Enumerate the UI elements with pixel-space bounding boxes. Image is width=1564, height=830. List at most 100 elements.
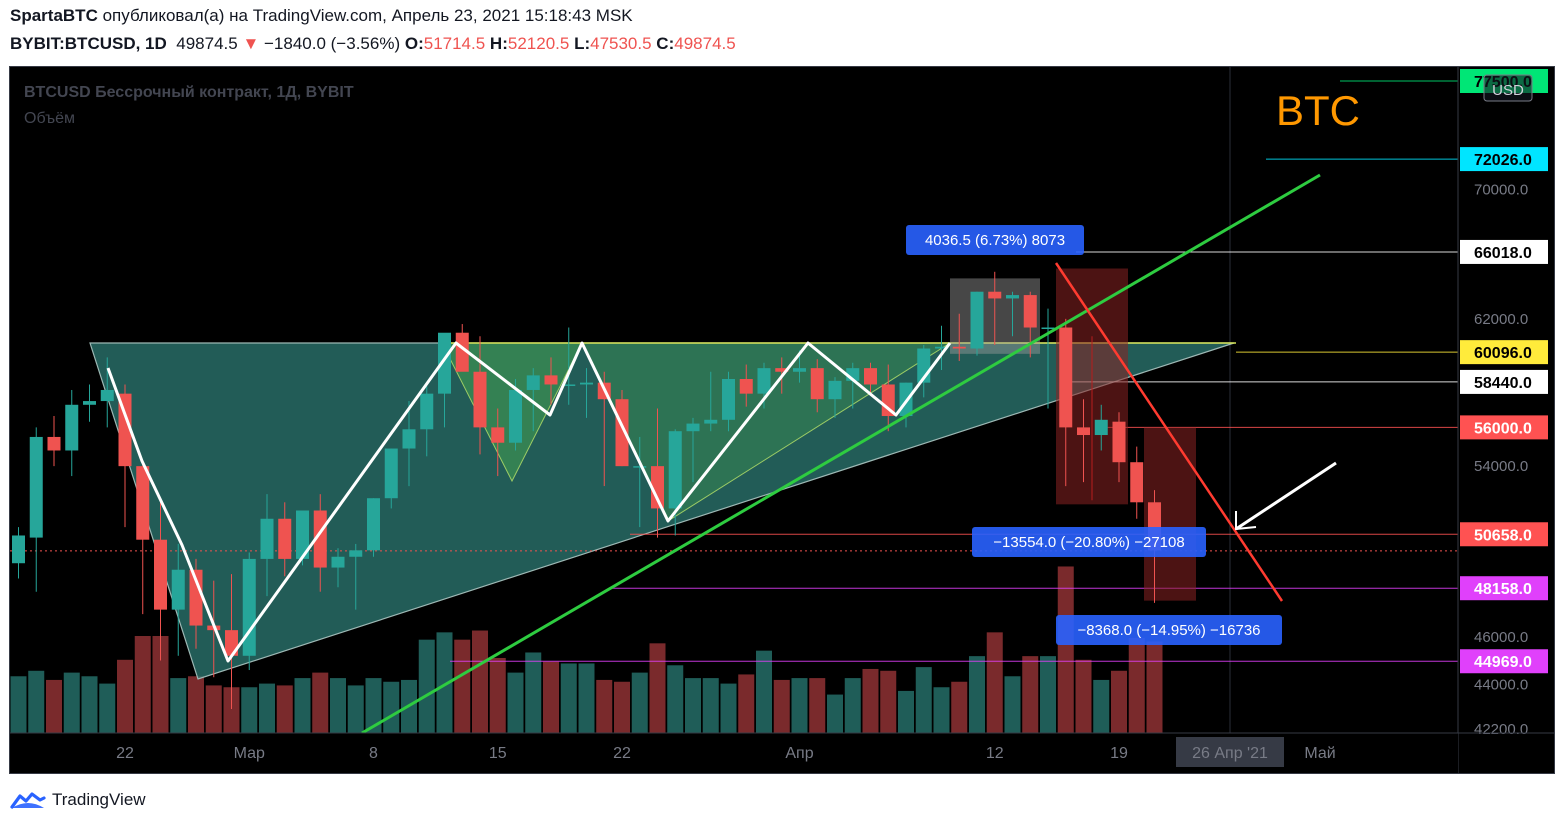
candle-body (633, 466, 647, 468)
volume-bar (898, 690, 914, 733)
candle-body (154, 539, 167, 610)
candle-body (810, 368, 824, 400)
measure-label-bg (906, 225, 1084, 255)
candle-body (1112, 421, 1126, 463)
volume-bar (117, 659, 133, 733)
footer: TradingView (10, 790, 146, 810)
annotation-btc: BTC (1276, 87, 1360, 134)
candle-body (1059, 327, 1073, 428)
price-label-text: 44969.0 (1474, 654, 1532, 671)
volume-bar (152, 636, 169, 733)
low-value: 47530.5 (590, 34, 652, 53)
volume-bar (969, 656, 985, 733)
volume-layer (10, 566, 1163, 733)
candle-body (12, 535, 25, 564)
x-tick-label: 22 (613, 745, 631, 762)
candle-body (952, 346, 966, 349)
high-value: 52120.5 (507, 34, 570, 53)
volume-bar (418, 639, 435, 733)
close-value: 49874.5 (674, 34, 736, 53)
volume-bar (454, 639, 471, 733)
x-tick-label: 19 (1110, 745, 1128, 762)
price-label-bg (1460, 147, 1548, 172)
candle-body (686, 423, 700, 432)
candle-body (331, 556, 345, 568)
candle-body (651, 466, 664, 509)
volume-bar (862, 668, 879, 733)
red-trend-line (1054, 262, 1284, 602)
y-tick-label: 42200.0 (1474, 721, 1528, 738)
volume-bar (631, 672, 648, 733)
volume-bar (1111, 670, 1127, 733)
candle-body (970, 291, 984, 349)
green-trend-line (361, 173, 1321, 735)
time-cursor-label-bg (1176, 737, 1284, 767)
price-change: −1840.0 (−3.56%) (264, 34, 401, 53)
volume-bar (489, 657, 506, 733)
volume-bar (99, 683, 116, 733)
price-label-text: 50658.0 (1474, 527, 1532, 544)
volume-bar (827, 694, 843, 733)
volume-bar (933, 687, 950, 733)
candle-body (544, 375, 558, 385)
candles-layer (12, 271, 1161, 709)
candle-body (100, 389, 114, 402)
chart-panel[interactable]: BTCUSD Бессрочный контракт, 1Д, BYBIT Объ… (9, 66, 1555, 774)
volume-bar (1128, 637, 1145, 733)
down-arrow-icon: ▼ (242, 34, 260, 53)
volume-bar (205, 685, 222, 733)
volume-bar (543, 661, 559, 733)
price-label-bg (1460, 239, 1548, 264)
ohlc-bar: BYBIT:BTCUSD, 1D 49874.5 ▼ −1840.0 (−3.5… (10, 34, 736, 54)
currency-badge (1483, 74, 1533, 102)
volume-bar (28, 670, 45, 733)
candle-body (118, 393, 132, 467)
volume-bar (1057, 566, 1074, 733)
volume-bar (472, 630, 488, 733)
measure-label-bg (1056, 615, 1282, 645)
symbol-label: BYBIT:BTCUSD, 1D (10, 34, 167, 53)
price-label-bg (1460, 415, 1548, 440)
volume-bar (365, 678, 382, 733)
volume-bar (10, 676, 27, 733)
volume-bar (791, 678, 808, 733)
volume-bar (578, 663, 595, 733)
candle-body (988, 291, 1002, 299)
y-tick-label: 46000.0 (1474, 629, 1528, 646)
volume-bar (756, 650, 772, 733)
candle-body (83, 401, 96, 405)
volume-bar (649, 643, 666, 733)
candle-body (278, 518, 292, 559)
price-chart[interactable]: BTCUSD Бессрочный контракт, 1Д, BYBIT Объ… (10, 67, 1555, 774)
x-tick-label: Май (1304, 745, 1335, 762)
volume-bar (259, 683, 275, 733)
volume-bar (1004, 676, 1021, 733)
publish-info: SpartaBTC опубликовал(а) на TradingView.… (10, 6, 633, 26)
volume-bar (844, 678, 861, 733)
volume-bar (614, 681, 630, 733)
volume-bar (1075, 659, 1092, 733)
candle-body (65, 404, 79, 451)
price-label-text: 66018.0 (1474, 245, 1532, 262)
wave-pattern-line (106, 341, 952, 663)
tradingview-logo-icon (10, 792, 46, 809)
price-label-bg (1460, 576, 1548, 601)
volume-bar (276, 685, 293, 733)
white-arrow-line (1235, 461, 1337, 531)
y-tick-label: 70000.0 (1474, 182, 1528, 199)
candle-body (491, 427, 505, 443)
candle-body (1077, 427, 1090, 436)
white-arrow-head-icon (1235, 511, 1257, 531)
legend-volume: Объём (24, 110, 75, 127)
price-label-text: 72026.0 (1474, 152, 1532, 169)
author-name[interactable]: SpartaBTC (10, 6, 98, 25)
x-tick-label: Мар (234, 745, 265, 762)
low-label: L: (574, 34, 591, 53)
price-label-text: 58440.0 (1474, 375, 1532, 392)
volume-bar (880, 670, 897, 733)
volume-bar (915, 667, 932, 733)
candle-body (29, 436, 43, 538)
volume-bar (170, 678, 187, 733)
volume-bar (507, 672, 524, 733)
footer-brand[interactable]: TradingView (52, 790, 146, 809)
